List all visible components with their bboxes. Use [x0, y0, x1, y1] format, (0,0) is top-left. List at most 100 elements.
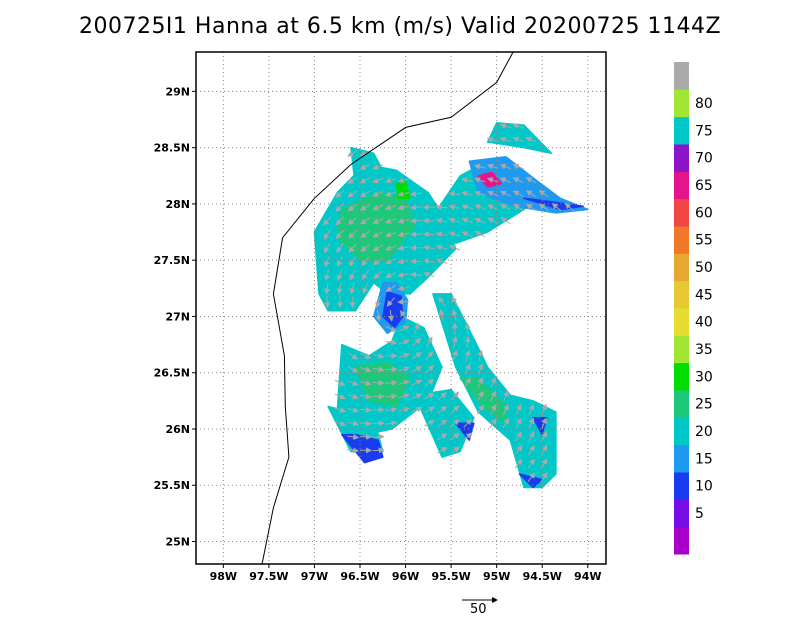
wind-vector-arrow	[385, 271, 397, 278]
wind-vector-arrow	[397, 177, 410, 184]
wind-vector-arrow	[525, 203, 536, 211]
x-axis-ticks: 98W 97.5W 97W 96.5W 96W 95.5W 95W 94.5W 94W	[210, 564, 602, 583]
wind-vector-arrow	[359, 150, 371, 157]
colorbar-label: 15	[695, 451, 713, 467]
wind-vector-arrow	[372, 164, 384, 170]
wind-vector-arrow	[474, 190, 486, 197]
wind-vector-arrow	[336, 256, 343, 268]
wind-vector-arrow	[385, 393, 398, 400]
wind-vector-arrow	[335, 229, 344, 240]
wind-vector-arrow	[334, 393, 346, 400]
wind-region-strong	[459, 377, 507, 425]
wind-vector-arrow	[512, 177, 524, 184]
wind-vector-arrow	[359, 406, 372, 413]
colorbar-label: 50	[695, 260, 713, 276]
wind-vector-arrow	[399, 310, 408, 320]
plot-frame	[195, 51, 607, 565]
colorbar-label: 40	[695, 315, 713, 331]
colorbar-swatch	[674, 116, 689, 145]
wind-vector-arrow	[348, 243, 357, 253]
wind-vector-arrow	[373, 270, 383, 280]
wind-vector-arrow	[372, 447, 385, 454]
wind-vector-arrow	[515, 431, 522, 442]
wind-vector-arrow	[360, 366, 372, 373]
wind-vector-arrow	[540, 444, 548, 456]
colorbar-label: 10	[695, 479, 713, 495]
wind-vector-arrow	[500, 204, 511, 211]
wind-vector-arrow	[349, 256, 357, 267]
wind-vector-arrow	[486, 177, 499, 183]
wind-vector-arrow	[398, 366, 410, 373]
wind-vector-arrow	[411, 352, 422, 360]
wind-vector-arrow	[398, 352, 410, 359]
wind-vector-arrow	[397, 285, 410, 292]
colorbar-swatch	[674, 280, 689, 309]
wind-vector-arrow	[424, 378, 435, 387]
wind-vector-arrow	[525, 136, 537, 143]
lat-lon-grid	[196, 52, 606, 564]
wind-vector-arrow	[515, 417, 522, 429]
colorbar-label: 25	[695, 397, 713, 413]
wind-vector-arrow	[359, 190, 371, 198]
y-tick-label: 25N	[165, 535, 190, 548]
wind-vector-arrow	[398, 406, 410, 413]
wind-vector-arrow	[347, 447, 360, 454]
wind-vector-arrow	[372, 353, 385, 359]
wind-vector-arrow	[348, 230, 357, 239]
colorbar-label: 30	[695, 369, 713, 385]
colorbar-swatch	[674, 226, 689, 254]
wind-vector-arrow	[412, 337, 422, 347]
wind-vector-arrow	[502, 404, 509, 415]
wind-vector-arrow	[422, 244, 435, 251]
wind-vector-arrow	[388, 309, 394, 322]
wind-vector-arrow	[464, 335, 471, 348]
wind-vector-arrow	[461, 177, 474, 184]
y-tick-label: 25.5N	[154, 479, 190, 492]
wind-vector-arrow	[324, 269, 330, 282]
wind-vector-arrow	[461, 217, 473, 224]
wind-vector-arrow	[499, 177, 511, 183]
wind-vectors	[323, 123, 574, 483]
y-tick-label: 27.5N	[154, 254, 190, 267]
wind-vector-arrow	[372, 191, 384, 197]
wind-vector-arrow	[398, 339, 410, 345]
wind-vector-arrow	[410, 204, 423, 211]
wind-vector-arrow	[438, 309, 445, 321]
wind-vector-arrow	[515, 403, 522, 416]
wind-vector-arrow	[384, 218, 397, 224]
wind-vector-arrow	[448, 204, 461, 211]
coastline	[261, 52, 514, 564]
wind-vector-arrow	[335, 216, 345, 226]
wind-vector-arrow	[410, 271, 423, 278]
y-tick-label: 28.5N	[154, 142, 190, 155]
reference-vector: 50	[462, 597, 498, 617]
wind-vector-arrow	[385, 339, 398, 346]
wind-vector-arrow	[359, 203, 371, 211]
wind-vector-arrow	[424, 392, 435, 400]
wind-vector-arrow	[359, 433, 372, 440]
wind-vector-arrow	[461, 204, 473, 211]
wind-vector-arrow	[362, 283, 369, 295]
wind-vector-arrow	[461, 231, 473, 238]
coastline-path	[261, 52, 514, 564]
wind-vector-arrow	[347, 433, 360, 440]
wind-vector-arrow	[359, 393, 372, 400]
wind-vector-arrow	[397, 231, 410, 238]
wind-vector-arrow	[450, 432, 460, 441]
wind-vector-arrow	[372, 244, 384, 252]
wind-vector-arrow	[334, 379, 346, 386]
wind-vector-arrow	[359, 177, 371, 184]
wind-vector-arrow	[347, 203, 358, 212]
wind-vector-arrow	[541, 417, 548, 429]
wind-vector-arrow	[359, 420, 372, 427]
y-tick-label: 26.5N	[154, 367, 190, 380]
wind-vector-arrow	[564, 202, 574, 212]
wind-vector-arrow	[372, 217, 384, 224]
wind-vector-arrow	[347, 393, 359, 400]
x-tick-label: 98W	[210, 570, 237, 583]
wind-vector-arrow	[397, 258, 410, 265]
colorbar-label: 75	[695, 123, 713, 139]
wind-vector-arrow	[487, 190, 499, 197]
wind-vector-arrow	[437, 433, 448, 441]
wind-vector-arrow	[384, 231, 397, 238]
